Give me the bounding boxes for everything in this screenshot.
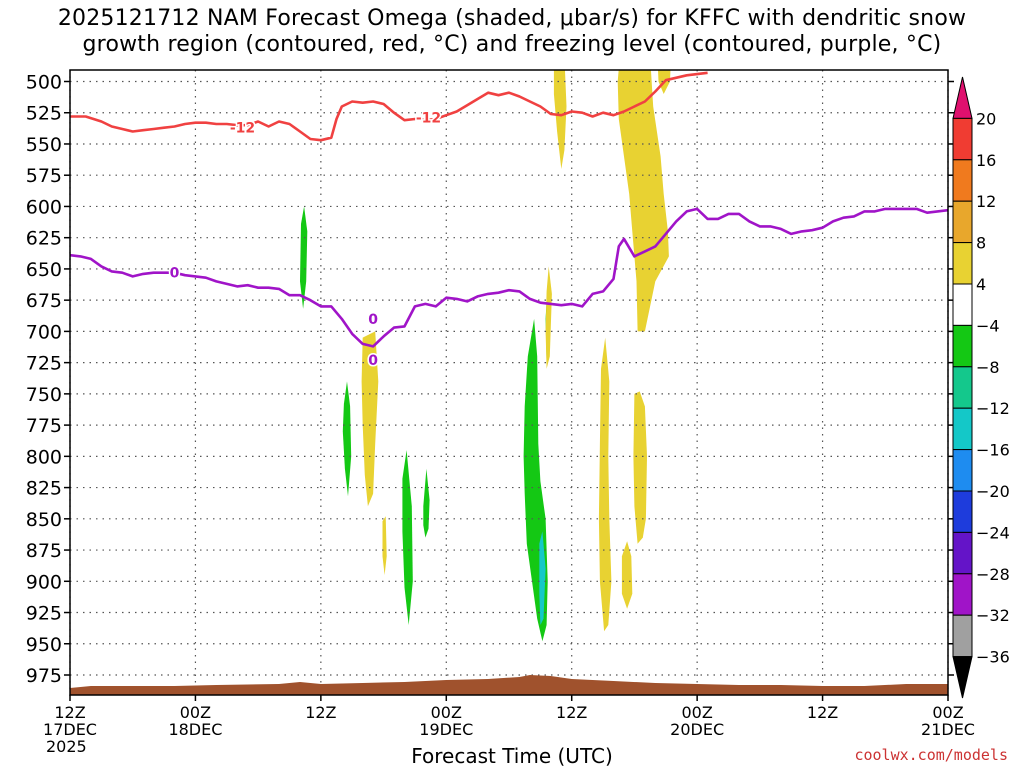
grid	[69, 70, 949, 695]
omega-region-0	[300, 206, 308, 309]
x-tick-label-60-1: 20DEC	[670, 720, 724, 739]
colorbar-label-6: −8	[976, 358, 1000, 377]
omega-region-7	[545, 266, 552, 369]
x-tick-label-84-0: 00Z	[932, 703, 963, 722]
y-tick-label-825: 825	[26, 478, 62, 500]
colorbar-cap-bottom	[952, 656, 973, 699]
x-tick-label-60-0: 00Z	[681, 703, 712, 722]
y-tick-label-950: 950	[26, 634, 62, 656]
y-tick-label-600: 600	[26, 196, 62, 218]
colorbar-label-7: −12	[976, 399, 1010, 418]
colorbar-label-11: −28	[976, 565, 1010, 584]
y-tick-label-975: 975	[26, 665, 62, 687]
colorbar: 20 16 12 8 4 −4 −8 −12 −16 −20 −24 −28 −32 −36	[952, 76, 1010, 699]
colorbar-swatch-11	[952, 531, 973, 575]
omega-shading	[300, 70, 671, 642]
contour-label-1-1: 0	[368, 353, 378, 369]
x-tick-label-0-2: 2025	[46, 737, 87, 756]
y-tick-label-525: 525	[26, 103, 62, 125]
colorbar-label-9: −20	[976, 482, 1010, 501]
colorbar-swatch-9	[952, 449, 973, 492]
y-tick-label-900: 900	[26, 571, 62, 593]
contour-label-0-1: -12	[416, 111, 441, 127]
x-tick-label-12-1: 18DEC	[168, 720, 222, 739]
colorbar-label-4: 4	[976, 275, 986, 294]
contour-freezing-0	[70, 207, 948, 348]
omega-region-3	[423, 468, 430, 538]
y-tick-label-875: 875	[26, 540, 62, 562]
y-tick-label-575: 575	[26, 165, 62, 187]
y-tick-label-775: 775	[26, 415, 62, 437]
omega-region-9	[382, 516, 387, 575]
y-axis: 500 525 550 575 600 625 650 675 700 725 750 775 800 8…	[26, 71, 954, 687]
x-tick-label-0-1: 17DEC	[43, 720, 97, 739]
contour-label-0-0: -12	[230, 121, 255, 137]
y-tick-label-725: 725	[26, 353, 62, 375]
contour-lines: -12 -12 0 0 0	[70, 71, 948, 371]
y-tick-label-625: 625	[26, 228, 62, 250]
x-tick-label-36-0: 00Z	[431, 703, 462, 722]
y-tick-label-925: 925	[26, 603, 62, 625]
colorbar-cap-top	[952, 76, 973, 119]
x-tick-label-36-1: 19DEC	[419, 720, 473, 739]
colorbar-swatch-1	[952, 117, 973, 161]
colorbar-swatch-7	[952, 366, 973, 409]
colorbar-swatch-8	[952, 407, 973, 451]
colorbar-swatch-13	[952, 614, 973, 658]
omega-region-10	[553, 70, 567, 169]
y-tick-label-650: 650	[26, 259, 62, 281]
colorbar-swatch-10	[952, 490, 973, 533]
colorbar-label-5: −4	[976, 316, 1000, 335]
y-tick-label-500: 500	[26, 71, 62, 93]
contour-label-1-0: 0	[170, 266, 180, 282]
omega-region-5	[539, 531, 546, 625]
y-tick-label-750: 750	[26, 384, 62, 406]
x-tick-label-84-1: 21DEC	[921, 720, 975, 739]
contour-dendritic-minus12	[70, 71, 708, 142]
x-axis-title: Forecast Time (UTC)	[411, 744, 613, 768]
x-tick-label-12-0: 00Z	[180, 703, 211, 722]
x-tick-label-0-0: 12Z	[54, 703, 85, 722]
y-tick-label-700: 700	[26, 321, 62, 343]
colorbar-swatch-3	[952, 200, 973, 244]
colorbar-label-10: −24	[976, 523, 1010, 542]
x-tick-label-72-0: 12Z	[807, 703, 838, 722]
y-tick-label-675: 675	[26, 290, 62, 312]
y-tick-label-850: 850	[26, 509, 62, 531]
colorbar-label-12: −32	[976, 606, 1010, 625]
omega-region-14	[633, 391, 647, 544]
plot-border	[69, 69, 949, 696]
omega-region-8	[361, 331, 379, 507]
colorbar-swatch-5	[952, 283, 973, 326]
y-tick-label-800: 800	[26, 446, 62, 468]
colorbar-label-0: 20	[976, 109, 996, 128]
colorbar-label-3: 8	[976, 234, 986, 253]
ground-terrain	[70, 675, 948, 695]
colorbar-swatch-6	[952, 324, 973, 368]
colorbar-label-2: 12	[976, 192, 996, 211]
credit-text: coolwx.com/models	[854, 746, 1008, 764]
x-tick-label-48-0: 12Z	[556, 703, 587, 722]
colorbar-label-13: −36	[976, 648, 1010, 667]
x-tick-label-24-0: 12Z	[305, 703, 336, 722]
colorbar-swatch-12	[952, 573, 973, 616]
omega-region-11	[617, 70, 669, 332]
colorbar-swatch-2	[952, 159, 973, 202]
omega-region-13	[598, 337, 612, 632]
chart-title: 2025121712 NAM Forecast Omega (shaded, μ…	[0, 6, 1024, 58]
y-tick-label-550: 550	[26, 134, 62, 156]
colorbar-swatch-4	[952, 242, 973, 285]
omega-region-15	[621, 541, 633, 609]
contour-label-1-2: 0	[368, 312, 378, 328]
title-line-1: 2025121712 NAM Forecast Omega (shaded, μ…	[57, 6, 967, 31]
colorbar-label-8: −16	[976, 441, 1010, 460]
omega-region-2	[402, 450, 413, 625]
plot-frame	[69, 69, 949, 696]
omega-region-1	[342, 381, 352, 497]
colorbar-label-1: 16	[976, 151, 996, 170]
title-line-2: growth region (contoured, red, °C) and f…	[82, 32, 942, 57]
ground-fill	[70, 675, 948, 695]
